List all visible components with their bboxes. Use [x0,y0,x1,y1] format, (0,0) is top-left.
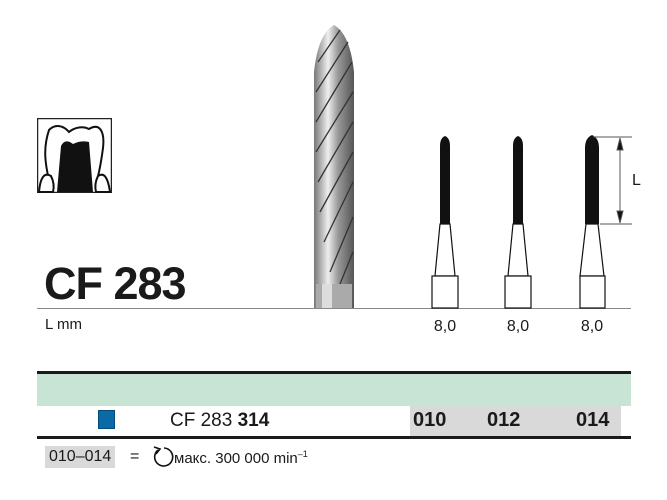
size-cells-background [410,406,621,436]
reference-number: CF 283 314 [170,410,269,432]
table-bottom-rule [37,436,631,439]
length-value: 8,0 [433,318,457,335]
color-code-square [98,410,115,429]
length-dimension-label: L [632,172,641,189]
baseline-divider [37,308,631,309]
max-speed-text: макс. 300 000 min [174,450,298,467]
reference-suffix: 314 [237,410,270,431]
product-title: CF 283 [44,258,187,309]
size-code: 014 [576,409,610,431]
bur-schematic-010 [431,136,459,309]
reference-prefix: CF 283 [170,410,233,431]
bur-schematic-012 [504,136,532,309]
size-code: 012 [487,409,521,431]
bur-schematic-014 [579,135,606,309]
tooth-crown-icon [37,118,112,193]
size-range: 010–014 [45,446,116,468]
max-speed-exponent: –1 [297,449,308,459]
length-value: 8,0 [506,318,530,335]
size-code: 010 [413,409,447,431]
length-dimension [593,136,632,225]
rotation-icon [153,446,174,467]
table-header-band [37,374,631,406]
bur-schematics [431,135,632,309]
table-top-rule [37,371,631,374]
max-speed: макс. 300 000 min–1 [174,449,308,467]
equals-sign: = [130,448,140,465]
bur-photo [314,25,354,308]
length-value: 8,0 [580,318,604,335]
length-unit-label: L mm [45,316,82,333]
